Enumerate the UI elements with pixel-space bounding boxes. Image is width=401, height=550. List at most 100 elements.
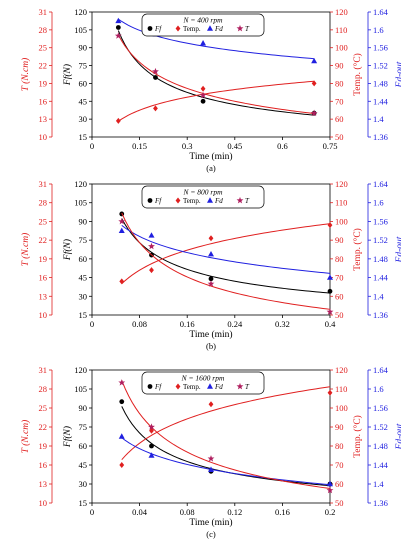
t-tick-label: 22 — [39, 61, 48, 71]
temp-axis-label: Temp. (°C) — [352, 415, 363, 458]
temp-tick-label: 100 — [335, 403, 348, 413]
temp-tick-label: 80 — [335, 78, 344, 88]
temp-tick-label: 110 — [335, 384, 347, 394]
data-point-temp — [311, 80, 317, 87]
ff-tick-label: 75 — [79, 422, 88, 432]
ff-tick-label: 120 — [74, 365, 87, 375]
t-tick-label: 16 — [39, 96, 48, 106]
fd-tick-label: 1.64 — [373, 365, 389, 375]
fd-tick-label: 1.56 — [373, 403, 388, 413]
fd-tick-label: 1.36 — [373, 498, 388, 508]
x-tick-label: 0.12 — [227, 507, 242, 517]
legend-label-fd: Fd — [214, 25, 223, 33]
t-tick-label: 19 — [39, 78, 48, 88]
fd-tick-label: 1.64 — [373, 179, 389, 189]
t-tick-label: 19 — [39, 254, 48, 264]
data-point-t — [148, 242, 155, 250]
t-tick-label: 31 — [39, 179, 48, 189]
data-point-fd — [208, 466, 214, 472]
ff-tick-label: 45 — [79, 273, 88, 283]
temp-tick-label: 90 — [335, 61, 344, 71]
fd-tick-label: 1.48 — [373, 441, 388, 451]
data-point-fd — [148, 452, 155, 458]
data-point-fd — [148, 232, 155, 238]
data-point-temp — [153, 105, 158, 112]
fd-tick-label: 1.64 — [373, 7, 389, 17]
ff-tick-label: 75 — [79, 61, 88, 71]
temp-tick-label: 90 — [335, 235, 344, 245]
fd-tick-label: 1.52 — [373, 422, 388, 432]
ff-axis-label: Ff(N) — [62, 64, 73, 86]
data-point-t — [118, 379, 126, 386]
data-point-temp — [208, 235, 214, 242]
chart-panel-1: 0 0.15 0.3 0.45 0.6 0.75 Time (min)(a) 10 13 16 19… — [20, 7, 401, 173]
legend-marker-fd — [207, 197, 213, 203]
t-tick-label: 25 — [39, 403, 48, 413]
temp-tick-label: 120 — [335, 179, 348, 189]
series-line-temp — [121, 386, 331, 461]
fd-tick-label: 1.36 — [373, 310, 388, 320]
series-line-ff — [117, 30, 315, 116]
fd-tick-label: 1.36 — [373, 132, 388, 142]
legend: N = 800 rpm Ff Temp. Fd T — [141, 185, 265, 209]
t-tick-label: 28 — [39, 198, 48, 208]
x-axis-label: Time (min) — [189, 329, 232, 340]
temp-tick-label: 50 — [335, 310, 344, 320]
data-point-fd — [118, 433, 125, 439]
ff-tick-label: 120 — [74, 7, 87, 17]
data-point-t — [114, 32, 122, 39]
ff-axis-label: Ff(N) — [62, 239, 73, 261]
legend-label-ff: Ff — [154, 383, 162, 391]
legend-box — [141, 185, 265, 209]
series-line-t — [121, 212, 331, 310]
fd-tick-label: 1.44 — [373, 273, 389, 283]
ff-tick-label: 60 — [79, 441, 88, 451]
temp-tick-label: 70 — [335, 460, 344, 470]
data-point-temp — [327, 222, 333, 229]
plot-frame — [91, 369, 331, 504]
temp-tick-label: 60 — [335, 291, 344, 301]
legend-label-ff: Ff — [154, 197, 162, 205]
data-point-fd — [327, 274, 333, 280]
data-point-temp — [149, 267, 154, 274]
ff-tick-label: 120 — [74, 179, 87, 189]
data-point-ff — [149, 443, 154, 449]
legend-label-t: T — [245, 197, 250, 205]
ff-tick-label: 15 — [79, 310, 88, 320]
temp-tick-label: 120 — [335, 7, 348, 17]
legend-label-fd: Fd — [214, 383, 223, 391]
t-tick-label: 16 — [39, 273, 48, 283]
x-tick-label: 0.6 — [277, 141, 288, 151]
temp-tick-label: 50 — [335, 132, 344, 142]
ff-tick-label: 30 — [79, 479, 88, 489]
legend-marker-temp — [175, 197, 181, 204]
x-tick-label: 0.2 — [325, 507, 336, 517]
fd-tick-label: 1.4 — [373, 291, 384, 301]
fd-tick-label: 1.56 — [373, 216, 388, 226]
data-point-temp — [327, 389, 333, 396]
fd-tick-label: 1.4 — [373, 114, 384, 124]
fd-tick-label: 1.4 — [373, 479, 384, 489]
fd-tick-label: 1.52 — [373, 235, 388, 245]
legend-title: N = 800 rpm — [182, 188, 223, 197]
t-tick-label: 22 — [39, 235, 48, 245]
data-point-fd — [115, 17, 122, 24]
fd-axis-label: Fd-out — [395, 236, 401, 263]
data-point-fd — [200, 40, 207, 46]
t-tick-label: 31 — [39, 365, 48, 375]
data-point-t — [148, 423, 155, 430]
panel-label: (a) — [206, 163, 216, 173]
data-point-t — [152, 67, 159, 75]
ff-tick-label: 75 — [79, 235, 88, 245]
ff-axis-label: Ff(N) — [62, 426, 73, 448]
temp-tick-label: 100 — [335, 43, 348, 53]
x-tick-label: 0 — [90, 141, 94, 151]
t-axis-label: T (N.cm) — [20, 58, 31, 92]
ff-tick-label: 90 — [79, 403, 88, 413]
data-point-t — [207, 280, 215, 287]
panel-label: (b) — [206, 341, 216, 351]
data-point-t — [310, 109, 318, 117]
series-line-ff — [121, 218, 331, 294]
temp-tick-label: 110 — [335, 198, 347, 208]
data-point-temp — [115, 117, 121, 124]
